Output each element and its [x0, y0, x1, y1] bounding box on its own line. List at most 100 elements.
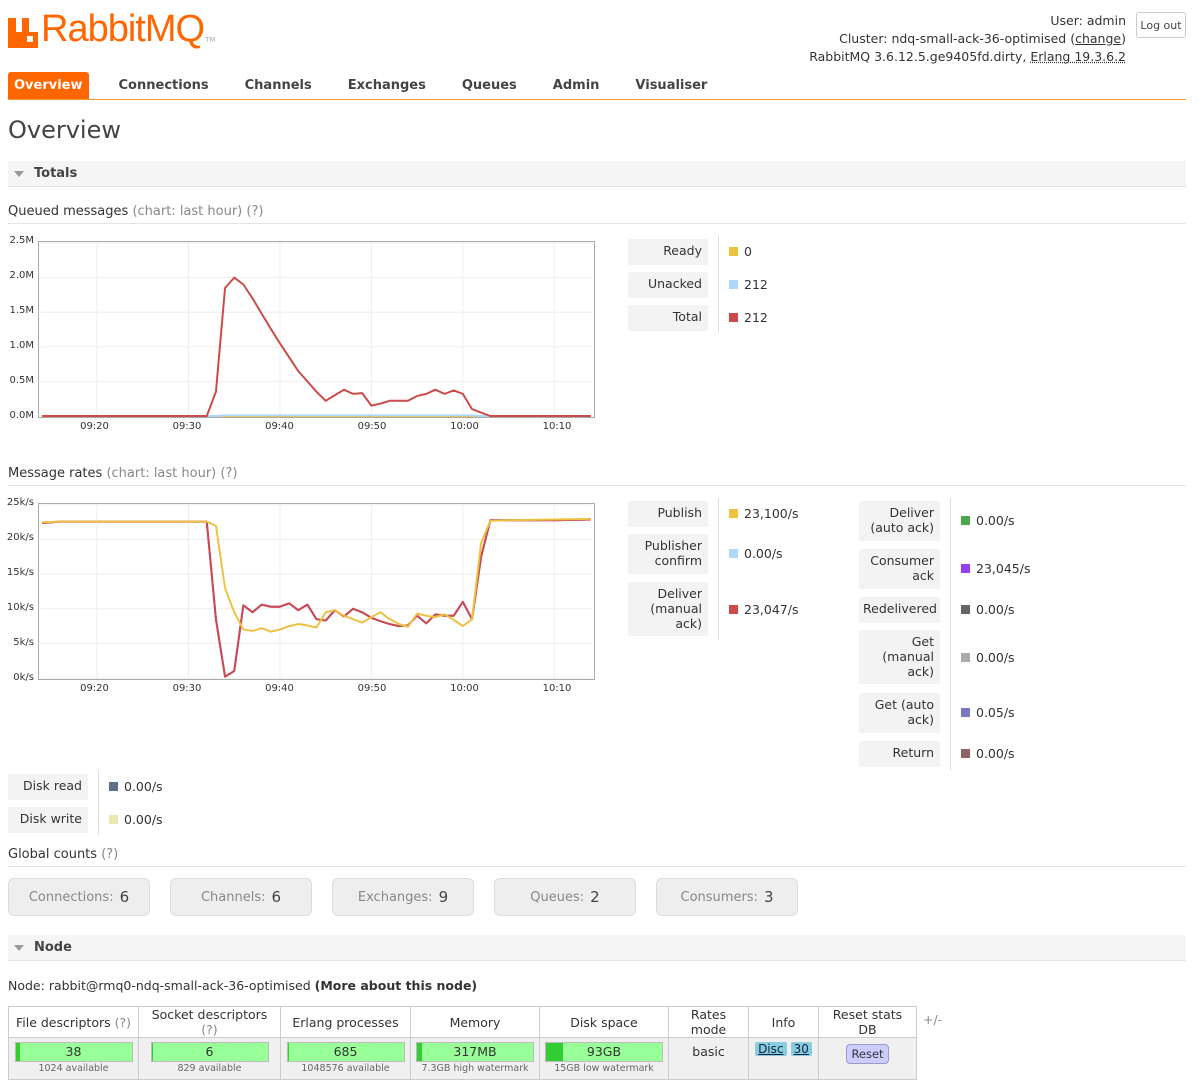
- chart-range-link[interactable]: (chart: last hour): [106, 466, 217, 481]
- tab-overview[interactable]: Overview: [8, 72, 89, 99]
- col-disk-space: Disk space: [539, 1006, 669, 1038]
- x-tick-label: 10:10: [542, 421, 572, 432]
- disc-tag[interactable]: Disc: [755, 1042, 787, 1056]
- tab-admin[interactable]: Admin: [552, 78, 600, 93]
- y-tick-label: 2.0M: [9, 270, 34, 281]
- node-title: Node: [34, 940, 72, 955]
- node-info-line: Node: rabbit@rmq0-ndq-small-ack-36-optim…: [8, 978, 478, 993]
- tab-visualiser[interactable]: Visualiser: [635, 78, 708, 93]
- main-nav: Overview Connections Channels Exchanges …: [8, 72, 1186, 100]
- x-tick-label: 10:00: [450, 421, 479, 432]
- y-tick-label: 0k/s: [13, 672, 34, 683]
- help-icon[interactable]: (?): [246, 204, 264, 219]
- x-tick-label: 09:30: [172, 683, 202, 694]
- legend-disk-write-value: 0.00/s: [109, 812, 163, 827]
- color-swatch: [729, 313, 738, 322]
- node-name: rabbit@rmq0-ndq-small-ack-36-optimised: [48, 978, 311, 993]
- file-descriptors-bar: 38: [14, 1042, 133, 1062]
- trademark: TM: [205, 36, 216, 44]
- y-tick-label: 1.5M: [9, 305, 34, 316]
- change-cluster-link[interactable]: change: [1075, 31, 1122, 46]
- erlang-processes-cell: 685 1048576 available: [280, 1037, 411, 1080]
- toggle-columns-link[interactable]: +/-: [923, 1012, 943, 1027]
- file-descriptors-cell: 38 1024 available: [8, 1037, 139, 1080]
- color-swatch: [729, 280, 738, 289]
- totals-title: Totals: [34, 166, 78, 181]
- color-swatch: [729, 247, 738, 256]
- queued-messages-chart: [38, 241, 595, 418]
- queues-count-button[interactable]: Queues: 2: [494, 878, 636, 916]
- legend-publisher-confirm-value: 0.00/s: [729, 546, 783, 561]
- logout-button[interactable]: Log out: [1136, 12, 1186, 38]
- legend-deliver-manual-value: 23,047/s: [729, 602, 798, 617]
- exchanges-count-button[interactable]: Exchanges: 9: [332, 878, 474, 916]
- y-tick-label: 15k/s: [6, 567, 34, 578]
- user-info: User: admin Cluster: ndq-small-ack-36-op…: [809, 13, 1126, 64]
- node-section-header[interactable]: Node: [8, 935, 1186, 961]
- y-tick-label: 25k/s: [6, 497, 34, 508]
- more-about-node-link[interactable]: (More about this node): [314, 978, 478, 993]
- y-tick-label: 20k/s: [6, 532, 34, 543]
- global-counts-heading: Global counts (?): [8, 847, 1186, 867]
- brand-name: RabbitMQ: [41, 8, 205, 50]
- x-tick-label: 09:20: [80, 421, 109, 432]
- help-icon[interactable]: (?): [114, 1014, 132, 1030]
- rates-series-consumer-ack: [42, 518, 591, 678]
- tab-queues[interactable]: Queues: [461, 78, 517, 93]
- channels-count-button[interactable]: Channels: 6: [170, 878, 312, 916]
- legend-deliver-manual-label: Deliver (manual ack): [628, 582, 708, 636]
- cluster-name: ndq-small-ack-36-optimised: [891, 31, 1067, 46]
- chart-range-link[interactable]: (chart: last hour): [132, 204, 243, 219]
- message-rates-heading: Message rates (chart: last hour) (?): [8, 466, 1186, 486]
- x-tick-label: 09:20: [80, 683, 109, 694]
- legend-return-value: 0.00/s: [961, 746, 1015, 761]
- y-tick-label: 10k/s: [6, 602, 34, 613]
- rabbitmq-logo[interactable]: RabbitMQ TM: [8, 8, 215, 48]
- reset-stats-button[interactable]: Reset: [846, 1044, 889, 1064]
- color-swatch: [961, 564, 970, 573]
- consumers-count-button[interactable]: Consumers: 3: [656, 878, 798, 916]
- color-swatch: [961, 708, 970, 717]
- col-socket-descriptors: Socket descriptors (?): [138, 1006, 281, 1038]
- col-info: Info: [748, 1006, 819, 1038]
- help-icon[interactable]: (?): [101, 847, 119, 862]
- info-number-tag[interactable]: 30: [790, 1042, 812, 1056]
- legend-return-label: Return: [859, 741, 940, 767]
- legend-redelivered-value: 0.00/s: [961, 602, 1015, 617]
- legend-unacked-value: 212: [729, 277, 768, 292]
- help-icon[interactable]: (?): [220, 466, 238, 481]
- x-tick-label: 10:10: [542, 683, 572, 694]
- node-stats-table: File descriptors (?) Socket descriptors …: [8, 1006, 917, 1080]
- legend-disk-read-value: 0.00/s: [109, 779, 163, 794]
- totals-section-header[interactable]: Totals: [8, 161, 1186, 187]
- col-rates-mode: Rates mode: [668, 1006, 749, 1038]
- username: admin: [1086, 13, 1126, 28]
- tab-channels[interactable]: Channels: [244, 78, 312, 93]
- connections-count-button[interactable]: Connections: 6: [8, 878, 150, 916]
- legend-publish-value: 23,100/s: [729, 506, 798, 521]
- tab-connections[interactable]: Connections: [118, 78, 209, 93]
- rabbit-logo-icon: [8, 18, 38, 48]
- color-swatch: [961, 653, 970, 662]
- x-tick-label: 10:00: [450, 683, 479, 694]
- legend-total-value: 212: [729, 310, 768, 325]
- col-memory: Memory: [410, 1006, 540, 1038]
- tab-exchanges[interactable]: Exchanges: [347, 78, 426, 93]
- color-swatch: [109, 782, 118, 791]
- rates-series-publish: [42, 517, 591, 633]
- erlang-version: Erlang 19.3.6.2: [1030, 49, 1126, 64]
- reset-cell: Reset: [818, 1037, 917, 1080]
- message-rates-chart: [38, 503, 595, 680]
- legend-disk-read-label: Disk read: [8, 774, 88, 800]
- color-swatch: [961, 749, 970, 758]
- y-tick-label: 5k/s: [13, 637, 34, 648]
- help-icon[interactable]: (?): [201, 1022, 218, 1037]
- socket-descriptors-bar: 6: [150, 1042, 269, 1062]
- queued-messages-heading: Queued messages (chart: last hour) (?): [8, 204, 1186, 224]
- legend-ready-value: 0: [729, 244, 752, 259]
- legend-deliver-auto-label: Deliver (auto ack): [859, 501, 940, 541]
- legend-disk-write-label: Disk write: [8, 807, 88, 833]
- legend-redelivered-label: Redelivered: [859, 597, 940, 623]
- memory-cell: 317MB 7.3GB high watermark: [410, 1037, 540, 1080]
- y-tick-label: 0.5M: [9, 375, 34, 386]
